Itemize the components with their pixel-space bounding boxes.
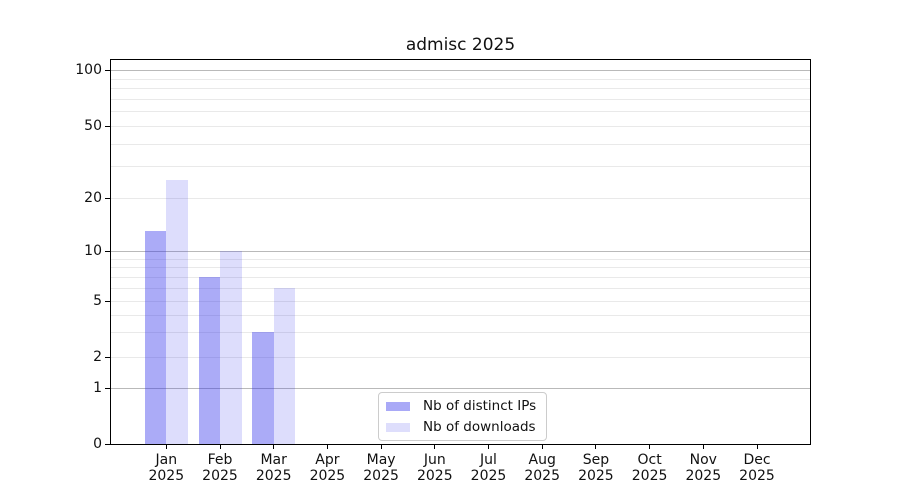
x-tick-label-month: Mar [260,452,287,468]
x-tick-label-month: Aug [528,452,556,468]
y-tick-label: 10 [84,243,102,259]
x-tick-label-month: Jul [480,452,497,468]
x-tick-label-month: Oct [637,452,662,468]
x-tick-label: Feb 2025 [180,452,260,484]
x-tick-label-month: Nov [689,452,717,468]
x-tick-label-year: 2025 [255,467,292,484]
x-tick-label: Aug 2025 [502,452,582,484]
x-tick-mark [649,445,651,449]
legend-label-downloads: Nb of downloads [423,419,536,435]
x-tick-label-year: 2025 [309,467,346,484]
x-tick-label-year: 2025 [148,467,185,484]
x-tick-mark [380,445,382,449]
x-tick-mark [219,445,221,449]
x-tick-label-month: Jun [423,452,446,468]
x-tick-label: Apr 2025 [287,452,367,484]
y-tick-label: 0 [93,436,102,452]
x-tick-label-month: May [366,452,396,468]
x-tick-label-year: 2025 [470,467,507,484]
y-tick-label: 20 [84,190,102,206]
x-tick-mark [273,445,275,449]
plot-area [110,59,811,445]
x-tick-label: Mar 2025 [234,452,314,484]
x-tick-label-year: 2025 [631,467,668,484]
x-tick-label-month: Jan [155,452,178,468]
x-tick-label: Jun 2025 [395,452,475,484]
legend-label-distinct-ips: Nb of distinct IPs [423,398,537,414]
x-tick-label-year: 2025 [363,467,399,484]
x-tick-label-month: Feb [207,452,233,468]
x-tick-label: Dec 2025 [717,452,797,484]
x-tick-label-year: 2025 [524,467,560,484]
x-tick-label: Sep 2025 [556,452,636,484]
x-tick-label-year: 2025 [685,467,722,484]
x-tick-label: May 2025 [341,452,421,484]
x-tick-label-year: 2025 [202,467,238,484]
legend: Nb of distinct IPs Nb of downloads [378,392,548,441]
legend-swatch-distinct-ips-icon [386,401,410,411]
y-tick-label: 1 [93,380,102,396]
y-tick-label: 100 [75,62,102,78]
x-tick-label: Jan 2025 [126,452,206,484]
x-tick-label-year: 2025 [739,467,775,484]
legend-swatch-downloads-icon [386,422,410,432]
legend-item-downloads: Nb of downloads [386,419,536,435]
y-tick-label: 5 [93,293,102,309]
x-tick-mark [326,445,328,449]
x-tick-mark [488,445,489,449]
x-tick-mark [434,445,436,449]
x-tick-label: Nov 2025 [663,452,743,484]
x-tick-mark [702,445,704,449]
y-tick-label: 2 [93,349,102,365]
x-tick-label: Jul 2025 [449,452,529,484]
x-tick-label-month: Sep [582,452,610,468]
chart-title: admisc 2025 [405,35,516,55]
x-tick-label-year: 2025 [416,467,453,484]
x-tick-mark [541,445,543,449]
x-tick-mark [595,445,597,449]
y-tick-label: 50 [84,118,102,134]
x-tick-mark [756,445,758,449]
legend-item-distinct-ips: Nb of distinct IPs [386,398,536,414]
x-tick-mark [165,445,167,449]
x-tick-label-year: 2025 [578,467,614,484]
x-tick-label: Oct 2025 [610,452,690,484]
x-tick-label-month: Dec [743,452,771,468]
x-tick-label-month: Apr [315,452,340,468]
